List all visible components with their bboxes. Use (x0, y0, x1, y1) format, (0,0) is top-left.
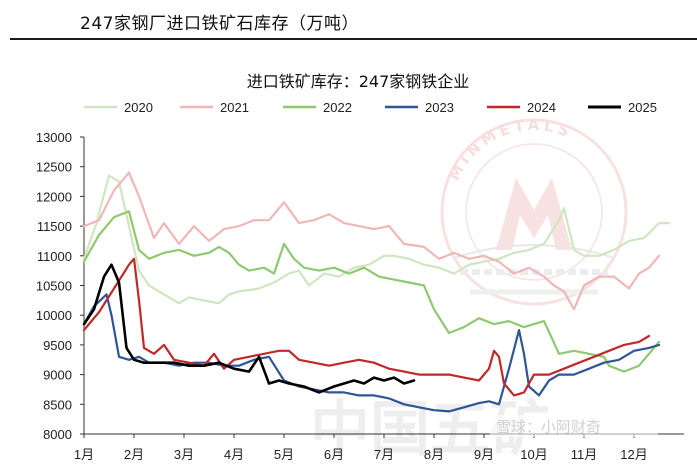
y-tick-label: 9500 (43, 338, 72, 353)
y-tick-label: 8500 (43, 397, 72, 412)
y-tick-label: 10500 (36, 279, 72, 294)
x-tick-label: 1月 (74, 447, 94, 462)
x-tick-labels: 1月 2月 3月 4月 5月 6月 7月 8月 9月 10月 11月 12月 (74, 434, 648, 462)
series-line-2022 (82, 210, 661, 373)
y-tick-label: 8000 (43, 427, 72, 442)
y-tick-label: 9000 (43, 368, 72, 383)
y-tick-label: 10000 (36, 308, 72, 323)
y-tick-label: 12500 (36, 160, 72, 175)
legend-label-2023: 2023 (425, 100, 454, 115)
x-tick-label: 3月 (174, 447, 194, 462)
legend-label-2021: 2021 (220, 100, 249, 115)
y-tick-label: 11000 (37, 249, 72, 264)
series-line-2020 (82, 174, 671, 305)
legend-label-2024: 2024 (527, 100, 556, 115)
series-line-2021 (82, 171, 661, 311)
x-tick-label: 8月 (424, 447, 444, 462)
legend-label-2020: 2020 (124, 100, 153, 115)
series-lines (82, 171, 671, 413)
x-tick-label: 6月 (324, 447, 344, 462)
x-tick-label: 12月 (620, 447, 647, 462)
chart-title: 进口铁矿库存：247家钢铁企业 (247, 72, 470, 91)
legend-label-2022: 2022 (323, 100, 352, 115)
x-tick-label: 9月 (474, 447, 494, 462)
series-line-2025 (82, 263, 416, 394)
x-tick-label: 10月 (520, 447, 547, 462)
x-tick-label: 11月 (571, 447, 598, 462)
y-tick-label: 11500 (37, 219, 72, 234)
y-tick-labels: 13000 12500 12000 11500 11000 10500 10000 9500 9… (36, 130, 84, 442)
source-tag: 雪球：小阿财奇 (490, 415, 658, 437)
title-rule (10, 38, 697, 40)
legend: 2020 2021 2022 2023 2024 2025 (84, 100, 657, 115)
legend-label-2025: 2025 (628, 100, 657, 115)
x-tick-label: 7月 (374, 447, 394, 462)
y-tick-label: 13000 (36, 130, 72, 145)
source-tag-text: 雪球：小阿财奇 (496, 418, 601, 436)
x-tick-label: 4月 (224, 447, 244, 462)
x-tick-label: 5月 (274, 447, 294, 462)
series-line-2024 (82, 257, 651, 397)
page-title: 247家钢厂进口铁矿石库存（万吨） (80, 14, 359, 34)
x-tick-label: 2月 (124, 447, 144, 462)
y-tick-label: 12000 (36, 189, 72, 204)
